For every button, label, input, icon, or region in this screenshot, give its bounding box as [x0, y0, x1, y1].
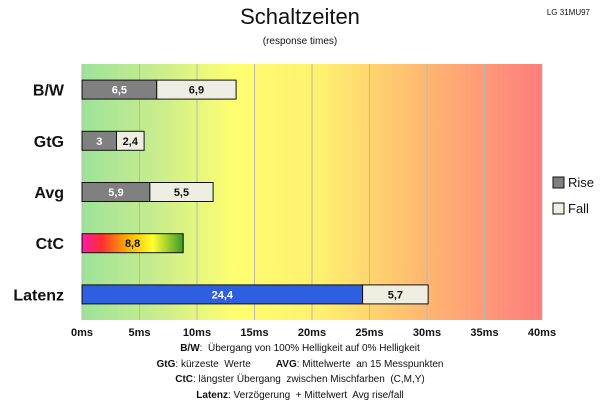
legend-label: Fall — [568, 201, 589, 216]
bar-value-label: 5,7 — [388, 289, 403, 301]
bar-value-label: 8,8 — [125, 238, 140, 250]
note-text: : Übergang von 100% Helligkeit auf 0% He… — [199, 343, 420, 354]
note-key: GtG — [156, 358, 176, 370]
x-tick-label: 0ms — [71, 327, 93, 339]
x-tick-label: 15ms — [240, 327, 268, 339]
note-text: : kürzeste Werte — [175, 358, 276, 370]
x-tick-label: 5ms — [128, 327, 150, 339]
note-bw: B/W: Übergang von 100% Helligkeit auf 0%… — [0, 341, 600, 357]
note-text: : Verzögerung + Mittelwert Avg rise/fall — [227, 389, 404, 401]
note-key: B/W — [180, 343, 200, 354]
bar-value-label: 3 — [96, 136, 102, 148]
bar-segment — [156, 79, 237, 100]
note-key: AVG — [275, 358, 297, 370]
note-key: CtC — [175, 374, 193, 385]
monitor-model-label: LG 31MU97 — [546, 8, 590, 17]
note-gtg-avg: GtG: kürzeste Werte AVG: Mittelwerte an … — [0, 357, 600, 373]
x-tick-label: 20ms — [298, 327, 326, 339]
bar-value-label: 2,4 — [123, 136, 139, 148]
x-tick-label: 40ms — [528, 327, 556, 339]
note-key: Latenz — [196, 389, 228, 401]
category-label: B/W — [33, 83, 65, 100]
bar-segment — [149, 182, 214, 202]
category-label: Latenz — [13, 287, 64, 304]
note-ctc: CtC: längster Übergang zwischen Mischfar… — [0, 372, 600, 388]
x-tick-label: 35ms — [470, 327, 498, 339]
chart-title: Schaltzeiten — [240, 4, 360, 29]
x-tick-label: 10ms — [183, 327, 211, 339]
bar-value-label: 6,9 — [189, 85, 204, 97]
x-tick-label: 30ms — [413, 327, 441, 339]
category-label: GtG — [34, 134, 64, 151]
note-text: : längster Übergang zwischen Mischfarben… — [193, 374, 425, 385]
note-latenz: Latenz: Verzögerung + Mittelwert Avg ris… — [0, 388, 600, 404]
legend-swatch — [552, 176, 565, 189]
legend-label: Rise — [568, 175, 594, 190]
bar-value-label: 5,5 — [174, 187, 189, 199]
bar-segment — [81, 233, 184, 254]
bar-segment — [116, 130, 145, 151]
x-tick-label: 25ms — [355, 327, 383, 339]
bar-value-label: 6,5 — [112, 85, 127, 97]
category-label: CtC — [36, 236, 65, 253]
bar-value-label: 5,9 — [108, 187, 123, 199]
bar-value-label: 24,4 — [212, 289, 234, 301]
chart-subtitle: (response times) — [262, 36, 338, 47]
legend-swatch — [552, 202, 565, 215]
bar-segment — [362, 284, 429, 305]
category-label: Avg — [34, 185, 64, 202]
note-text: : Mittelwerte an 15 Messpunkten — [296, 358, 444, 370]
footnotes: B/W: Übergang von 100% Helligkeit auf 0%… — [0, 341, 600, 403]
